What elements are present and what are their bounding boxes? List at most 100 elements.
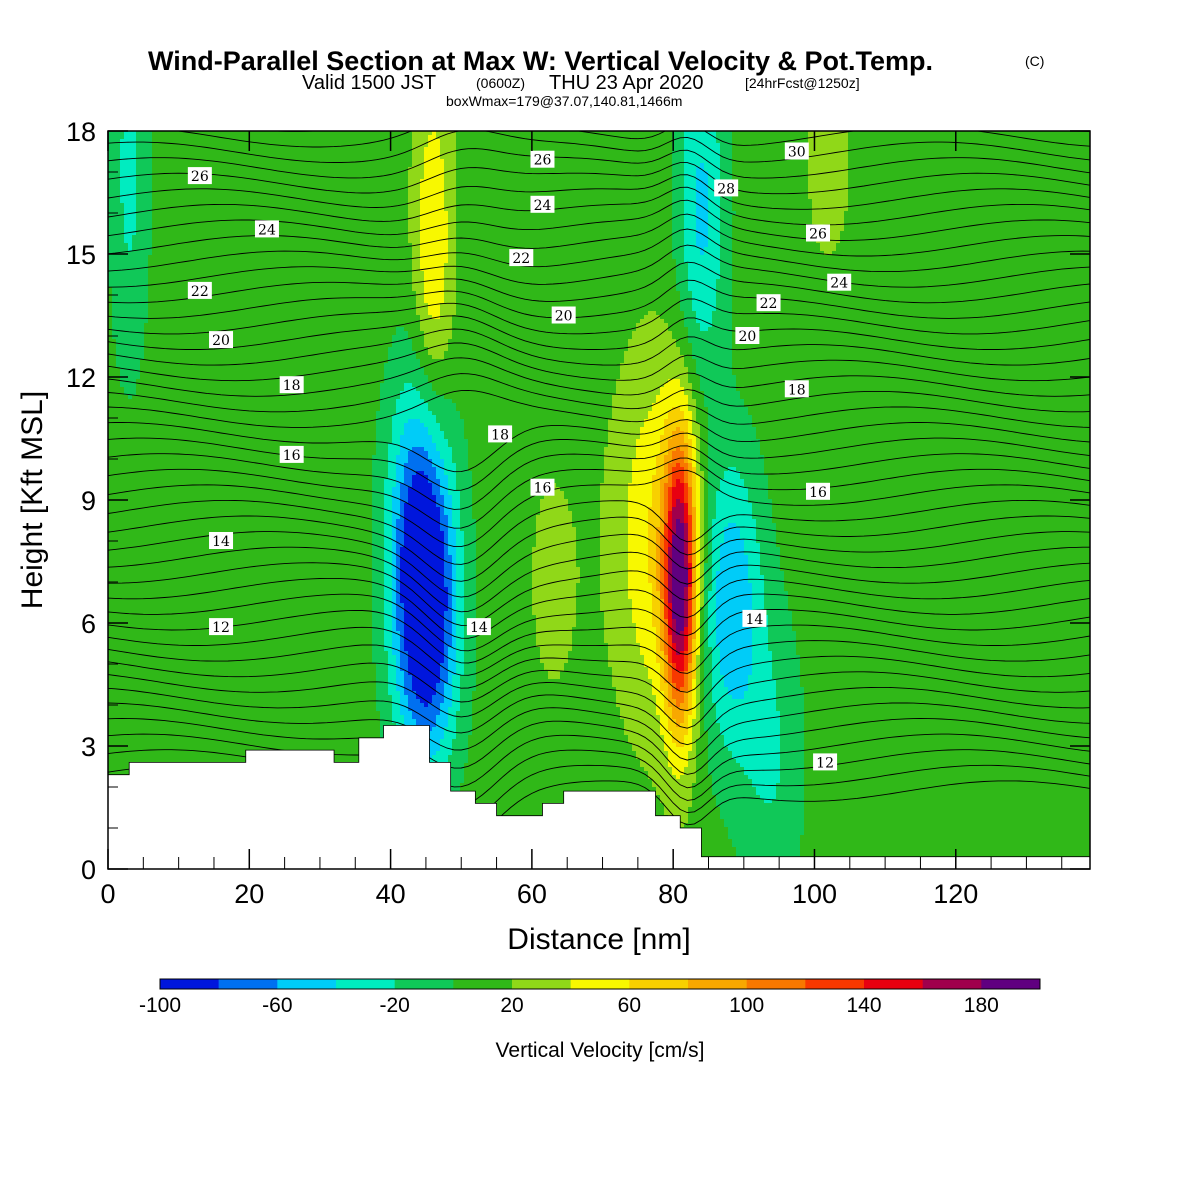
w-cell bbox=[192, 687, 197, 692]
w-cell bbox=[120, 735, 125, 740]
w-cell bbox=[128, 339, 133, 344]
w-cell bbox=[196, 579, 201, 584]
w-cell bbox=[160, 475, 165, 480]
w-cell bbox=[116, 771, 121, 776]
w-cell bbox=[124, 659, 129, 664]
w-cell bbox=[136, 659, 141, 664]
w-cell bbox=[132, 583, 137, 588]
w-cell bbox=[200, 443, 205, 448]
w-cell bbox=[144, 211, 149, 216]
w-cell bbox=[132, 135, 137, 140]
w-cell bbox=[136, 139, 141, 144]
w-cell bbox=[164, 231, 169, 236]
w-cell bbox=[200, 271, 205, 276]
w-cell bbox=[128, 447, 133, 452]
w-cell bbox=[152, 203, 157, 208]
w-cell bbox=[184, 311, 189, 316]
w-cell bbox=[204, 511, 209, 516]
w-cell bbox=[200, 503, 205, 508]
w-cell bbox=[156, 467, 161, 472]
w-cell bbox=[148, 287, 153, 292]
w-cell bbox=[136, 755, 141, 760]
w-cell bbox=[140, 171, 145, 176]
w-cell bbox=[156, 519, 161, 524]
w-cell bbox=[192, 515, 197, 520]
w-cell bbox=[172, 603, 177, 608]
w-cell bbox=[136, 715, 141, 720]
w-cell bbox=[124, 255, 129, 260]
w-cell bbox=[176, 739, 181, 744]
w-cell bbox=[112, 579, 117, 584]
w-cell bbox=[112, 663, 117, 668]
w-cell bbox=[140, 655, 145, 660]
w-cell bbox=[132, 287, 137, 292]
w-cell bbox=[136, 711, 141, 716]
w-cell bbox=[108, 319, 113, 324]
w-cell bbox=[112, 699, 117, 704]
w-cell bbox=[208, 199, 213, 204]
w-cell bbox=[156, 703, 161, 708]
w-cell bbox=[128, 411, 133, 416]
w-cell bbox=[132, 727, 137, 732]
w-cell bbox=[112, 435, 117, 440]
w-cell bbox=[112, 727, 117, 732]
w-cell bbox=[208, 575, 213, 580]
w-cell bbox=[152, 611, 157, 616]
w-cell bbox=[124, 603, 129, 608]
w-cell bbox=[128, 479, 133, 484]
w-cell bbox=[168, 283, 173, 288]
w-cell bbox=[120, 403, 125, 408]
w-cell bbox=[188, 487, 193, 492]
w-cell bbox=[200, 687, 205, 692]
w-cell bbox=[132, 163, 137, 168]
w-cell bbox=[176, 659, 181, 664]
w-cell bbox=[168, 215, 173, 220]
w-cell bbox=[112, 631, 117, 636]
w-cell bbox=[160, 435, 165, 440]
w-cell bbox=[192, 271, 197, 276]
w-cell bbox=[196, 299, 201, 304]
w-cell bbox=[116, 207, 121, 212]
w-cell bbox=[112, 507, 117, 512]
w-cell bbox=[108, 755, 113, 760]
w-cell bbox=[212, 595, 217, 600]
w-cell bbox=[208, 239, 213, 244]
w-cell bbox=[156, 663, 161, 668]
w-cell bbox=[132, 355, 137, 360]
w-cell bbox=[208, 663, 213, 668]
w-cell bbox=[160, 499, 165, 504]
w-cell bbox=[160, 663, 165, 668]
w-cell bbox=[156, 643, 161, 648]
w-cell bbox=[124, 287, 129, 292]
w-cell bbox=[204, 583, 209, 588]
w-cell bbox=[148, 303, 153, 308]
w-cell bbox=[136, 163, 141, 168]
w-cell bbox=[136, 399, 141, 404]
w-cell bbox=[164, 719, 169, 724]
w-cell bbox=[148, 659, 153, 664]
w-cell bbox=[132, 159, 137, 164]
w-cell bbox=[184, 323, 189, 328]
w-cell bbox=[192, 755, 197, 760]
w-cell bbox=[184, 167, 189, 172]
w-cell bbox=[128, 687, 133, 692]
w-cell bbox=[116, 543, 121, 548]
w-cell bbox=[140, 203, 145, 208]
w-cell bbox=[160, 355, 165, 360]
w-cell bbox=[148, 715, 153, 720]
w-cell bbox=[116, 571, 121, 576]
w-cell bbox=[164, 215, 169, 220]
w-cell bbox=[168, 247, 173, 252]
w-cell bbox=[188, 631, 193, 636]
w-cell bbox=[148, 351, 153, 356]
w-cell bbox=[184, 571, 189, 576]
w-cell bbox=[200, 439, 205, 444]
w-cell bbox=[164, 387, 169, 392]
w-cell bbox=[160, 615, 165, 620]
w-cell bbox=[168, 471, 173, 476]
w-cell bbox=[212, 375, 217, 380]
w-cell bbox=[208, 703, 213, 708]
w-cell bbox=[152, 507, 157, 512]
w-cell bbox=[156, 535, 161, 540]
w-cell bbox=[180, 727, 185, 732]
